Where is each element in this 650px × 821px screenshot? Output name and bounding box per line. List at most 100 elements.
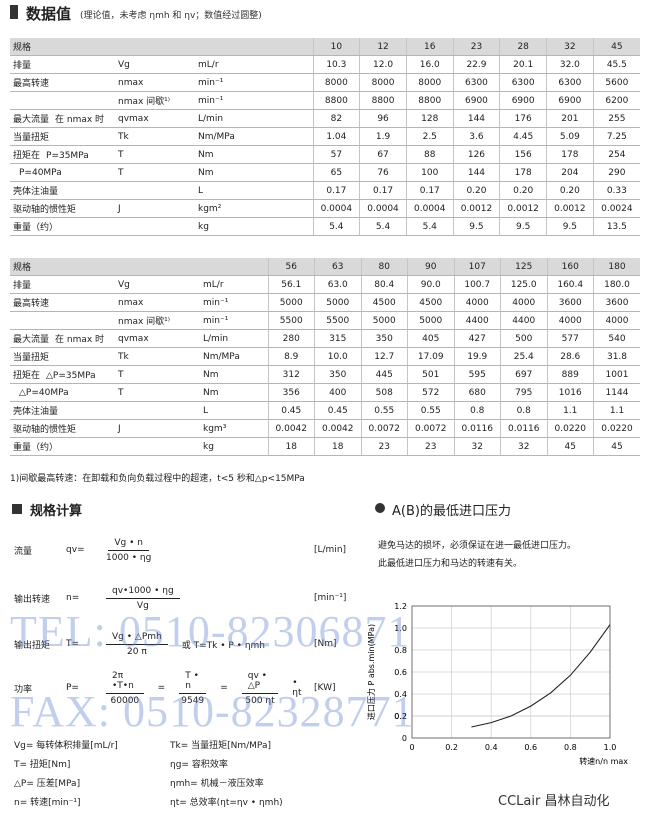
denominator: 20 π — [127, 646, 147, 657]
value: 201 — [546, 109, 594, 128]
header-size: 32 — [546, 38, 594, 56]
value: 9.5 — [499, 217, 547, 236]
value: 28.6 — [546, 347, 594, 366]
data-row: 重量（约） kg 18 18 23 23 32 32 45 45 — [10, 437, 640, 456]
row-label: 壳体注油量 — [10, 181, 115, 200]
row-label: 壳体注油量 — [10, 401, 115, 420]
symbol-text: T — [118, 149, 124, 160]
value: 45.5 — [592, 55, 640, 74]
fraction: qv•1000 • ηg Vg — [106, 586, 180, 611]
value: 25.4 — [500, 347, 547, 366]
data-row: 扭矩在 P=35MPa T Nm 57 67 88 126 156 178 254 — [10, 145, 640, 164]
x-tick-label: 0.8 — [564, 743, 577, 752]
value: 577 — [546, 329, 594, 348]
value: 290 — [592, 163, 640, 182]
value: 0.0012 — [452, 199, 500, 218]
value: 5000 — [267, 293, 315, 312]
value: 3.6 — [452, 127, 500, 146]
y-tick-label: 1.2 — [394, 602, 407, 611]
header-size: 160 — [546, 258, 594, 276]
formula-unit: [Nm] — [314, 639, 337, 649]
y-tick-label: 0 — [402, 734, 407, 743]
value: 0.8 — [453, 401, 501, 420]
pressure-chart: 00.20.40.60.81.00.21.20 0.2 0.4 0.6 0.8 1.0进口… — [366, 602, 628, 766]
row-label: 重量（约） — [10, 437, 115, 456]
value: 6200 — [592, 91, 640, 110]
value: 45 — [593, 437, 640, 456]
data-row: △P=40MPa T Nm 356 400 508 572 680 795 1016 1144 — [10, 383, 640, 402]
value: 4000 — [500, 293, 547, 312]
row-label: 当量扭矩 — [10, 347, 115, 366]
x-tick-label: 0.4 — [485, 743, 498, 752]
definition: ηmh= 机械－液压效率 — [170, 779, 264, 789]
label: 排量 — [13, 61, 32, 71]
footnote: 1)间歇最高转速：在卸载和负向负载过程中的超速，t<5 秒和△p<15MPa — [10, 474, 305, 484]
value: 176 — [499, 109, 547, 128]
page-title: 数据值 — [26, 5, 72, 23]
value: 315 — [314, 329, 361, 348]
symbol-text: Vg — [118, 279, 130, 290]
curve — [471, 624, 611, 728]
symbol: T — [115, 163, 195, 182]
value: 4500 — [360, 293, 408, 312]
value: 4000 — [546, 311, 594, 330]
denominator: 1000 • ηg — [106, 552, 152, 563]
value: 0.0024 — [592, 199, 640, 218]
footer-brand: CCLair 昌林自动化 — [498, 794, 610, 809]
symbol — [115, 437, 200, 456]
value: 126 — [452, 145, 500, 164]
unit: kgm² — [195, 199, 313, 218]
value: 501 — [407, 365, 454, 384]
value: 405 — [407, 329, 454, 348]
symbol: T — [115, 145, 195, 164]
unit: Nm/MPa — [195, 127, 313, 146]
header-size: 63 — [314, 258, 361, 276]
row-label: 最大流量在 nmax 时 — [10, 109, 115, 128]
formula-label: 输出转速 — [14, 594, 51, 605]
denominator: 9549 — [181, 695, 205, 706]
x-tick-label: 0.6 — [524, 743, 537, 752]
value: 4400 — [500, 311, 547, 330]
header-label: 规格 — [10, 38, 313, 56]
value: 56.1 — [267, 275, 315, 294]
value: 16.0 — [405, 55, 454, 74]
symbol-text: nmax 间歇¹⁾ — [118, 317, 170, 327]
symbol: Tk — [115, 127, 195, 146]
y-tick-label: 0.2 — [394, 712, 407, 721]
value: 400 — [314, 383, 361, 402]
definition: T= 扭矩[Nm] — [14, 760, 71, 770]
value: 1.04 — [312, 127, 360, 146]
value: 20.1 — [499, 55, 547, 74]
value: 0.20 — [499, 181, 547, 200]
formula-label: 输出扭矩 — [14, 640, 51, 651]
fraction: Vg • △Pmh 20 π — [106, 632, 168, 657]
row-label: 最高转速 — [10, 293, 115, 312]
x-tick-label: 1.0 — [604, 743, 617, 752]
value: 32.0 — [546, 55, 594, 74]
value: 144 — [452, 163, 500, 182]
value: 0.17 — [405, 181, 454, 200]
symbol-text: Tk — [118, 351, 129, 362]
data-row: P=40MPa T Nm 65 76 100 144 178 204 290 — [10, 163, 640, 182]
section-title: A(B)的最低进口压力 — [392, 504, 511, 519]
formula-unit: [min⁻¹] — [314, 593, 347, 603]
definition: n= 转速[min⁻¹] — [14, 798, 81, 808]
value: 32 — [500, 437, 547, 456]
value: 0.0116 — [453, 419, 501, 438]
unit: Nm — [200, 365, 268, 384]
value: 0.20 — [452, 181, 500, 200]
value: 4.45 — [499, 127, 547, 146]
formula: 流量 qv= Vg • n 1000 • ηg [L/min] — [14, 532, 346, 568]
data-row: 当量扭矩 Tk Nm/MPa 8.9 10.0 12.7 17.09 19.9 25.4 28.6… — [10, 347, 640, 366]
header-size: 23 — [452, 38, 500, 56]
header-size: 125 — [500, 258, 547, 276]
value: 5000 — [407, 311, 454, 330]
value: 76 — [359, 163, 407, 182]
y-tick-label: 0.2 — [394, 712, 407, 721]
value: 0.8 — [500, 401, 547, 420]
value: 6900 — [546, 91, 594, 110]
value: 795 — [500, 383, 547, 402]
sub-label: P=40MPa — [19, 167, 62, 178]
label: 驱动轴的惯性矩 — [13, 205, 77, 215]
data-row: 当量扭矩 Tk Nm/MPa 1.04 1.9 2.5 3.6 4.45 5.09 7.25 — [10, 127, 640, 146]
